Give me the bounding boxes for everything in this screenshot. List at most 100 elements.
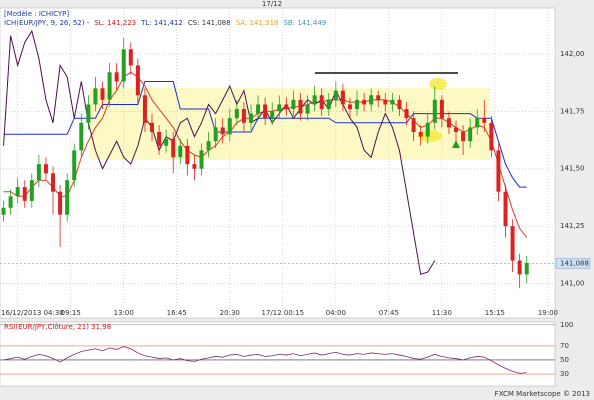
candle-body	[333, 90, 338, 100]
candle-body	[298, 99, 303, 114]
candle-body	[347, 104, 352, 110]
x-tick-label: 07:45	[379, 309, 399, 317]
rsi-plot-area	[0, 321, 556, 387]
candle-body	[65, 180, 70, 215]
candle-body	[192, 164, 197, 169]
candle-body	[114, 72, 119, 82]
legend-entry: CS: 141,088	[188, 19, 231, 27]
indicator-line	[3, 346, 527, 374]
candle-body	[72, 150, 77, 181]
candle-body	[121, 49, 126, 82]
candle-body	[100, 88, 105, 100]
candle-body	[1, 207, 6, 215]
candle-body	[397, 99, 402, 110]
candle-body	[510, 226, 515, 261]
candle-body	[185, 145, 190, 165]
candle-body	[29, 180, 34, 201]
candle-body	[58, 191, 63, 215]
candle-body	[164, 138, 169, 146]
x-tick-label: 19:00	[538, 309, 558, 317]
indicator-line	[3, 29, 436, 276]
x-tick-label: 16:45	[167, 309, 187, 317]
main-plot-area	[0, 7, 556, 319]
legend-entry: SA: 141,318	[236, 19, 279, 27]
candle-body	[439, 99, 444, 119]
x-tick-label: 17/12 00:15	[262, 309, 305, 317]
candle-body	[150, 122, 155, 132]
legend-entry: SB: 141,449	[283, 19, 326, 27]
indicator-title: RSI(EUR/JPY,Clôture, 21) 31,98	[4, 323, 111, 331]
candle-body	[524, 262, 529, 275]
x-tick-label: 20:30	[220, 309, 240, 317]
x-tick-label: 15:15	[485, 309, 505, 317]
last-price-box	[555, 258, 591, 269]
legend-entry: SL: 141,223	[94, 19, 136, 27]
candle-body	[482, 118, 487, 123]
candle-body	[263, 104, 268, 119]
candle-body	[326, 99, 331, 110]
candle-body	[86, 104, 91, 123]
candle-body	[503, 191, 508, 227]
candle-body	[355, 99, 360, 110]
candle-body	[270, 111, 275, 119]
x-tick-label: 04:00	[326, 309, 346, 317]
last-price-label: 141,088	[560, 259, 589, 267]
arrow-icon	[452, 140, 460, 148]
candle-body	[79, 122, 84, 151]
x-tick-label: 11:30	[432, 309, 452, 317]
candle-body	[128, 49, 133, 66]
candle-body	[411, 118, 416, 132]
candle-body	[157, 132, 162, 146]
candle-body	[312, 95, 317, 105]
candle-body	[291, 99, 296, 110]
candle-body	[256, 104, 261, 114]
legend: ICH(EUR/JPY, 9, 26, 52) - SL: 141,223 TL: …	[4, 19, 326, 27]
model-title: [Modèle : ICHICYP]	[4, 10, 69, 18]
candle-body	[36, 164, 41, 181]
candle-body	[234, 109, 239, 119]
y-tick-label: 141,00	[560, 280, 585, 288]
y-tick-label: 50	[560, 356, 569, 364]
candle-body	[418, 132, 423, 137]
candle-body	[22, 187, 27, 201]
candle-body	[142, 95, 147, 123]
candle-body	[404, 109, 409, 119]
candle-body	[284, 104, 289, 110]
candle-body	[517, 260, 522, 275]
candle-body	[248, 113, 253, 123]
candle-body	[220, 127, 225, 135]
candle-body	[390, 99, 395, 105]
candle-body	[178, 145, 183, 158]
candle-body	[241, 109, 246, 123]
candle-body	[432, 99, 437, 123]
candle-body	[277, 104, 282, 112]
marker	[429, 78, 447, 90]
x-tick-label: 13:00	[114, 309, 134, 317]
candle-body	[461, 132, 466, 142]
candle-body	[489, 122, 494, 151]
candle-body	[468, 127, 473, 142]
legend-entry: ICH(EUR/JPY, 9, 26, 52) -	[4, 19, 90, 27]
marker	[418, 130, 442, 142]
candle-body	[107, 72, 112, 100]
candle-body	[199, 150, 204, 169]
candle-body	[43, 164, 48, 174]
x-tick-label: 16/12/2013 04:30	[1, 309, 64, 317]
candle-body	[93, 88, 98, 105]
candle-body	[227, 118, 232, 135]
candle-body	[319, 95, 324, 110]
candle-body	[135, 65, 140, 96]
y-tick-label: 100	[560, 321, 573, 329]
y-tick-label: 141,75	[560, 107, 585, 115]
footer: FXCM Marketscope © 2013	[495, 390, 590, 398]
candle-body	[15, 187, 20, 197]
candle-body	[8, 196, 13, 208]
x-tick-label: 09:15	[61, 309, 81, 317]
y-tick-label: 142,00	[560, 50, 585, 58]
candle-body	[51, 173, 56, 192]
y-tick-label: 141,25	[560, 222, 585, 230]
y-tick-label: 30	[560, 370, 569, 378]
candle-body	[376, 95, 381, 100]
candle-body	[475, 118, 480, 128]
